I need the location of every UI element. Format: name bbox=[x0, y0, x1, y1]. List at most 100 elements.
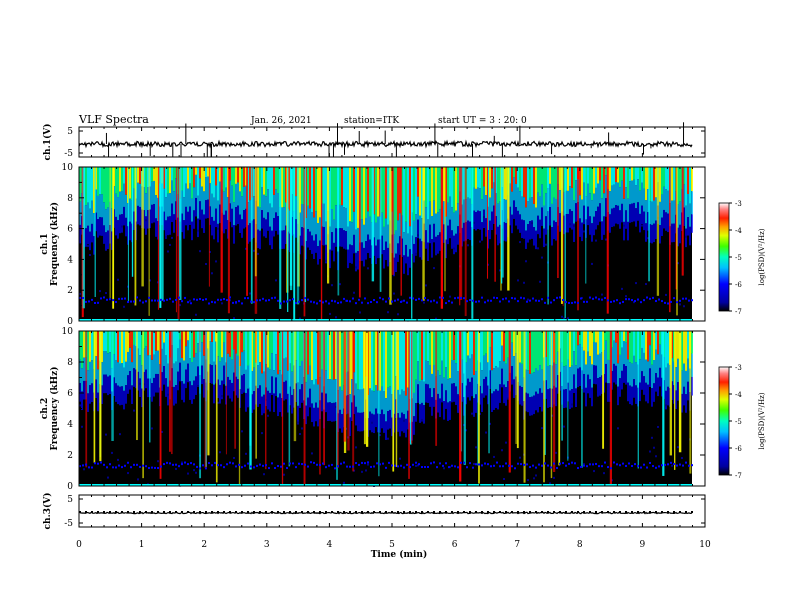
psd-cell bbox=[589, 216, 591, 235]
baseline-marker bbox=[547, 511, 549, 513]
noise-band-cell bbox=[202, 464, 204, 467]
y-tick-label: -5 bbox=[64, 149, 73, 159]
psd-cell bbox=[201, 167, 203, 187]
noise-band-cell bbox=[280, 465, 282, 468]
psd-cell bbox=[235, 376, 237, 396]
psd-cell bbox=[405, 167, 407, 222]
psd-cell bbox=[123, 167, 125, 184]
psd-cell bbox=[351, 331, 353, 380]
sferic-streak bbox=[564, 167, 566, 319]
x-tick-label: 0 bbox=[76, 540, 82, 550]
psd-cell bbox=[97, 219, 99, 238]
psd-cell bbox=[295, 219, 297, 238]
noise-band-cell bbox=[250, 465, 252, 468]
psd-cell bbox=[539, 196, 541, 220]
psd-cell bbox=[185, 369, 187, 389]
psd-cell bbox=[183, 197, 185, 221]
psd-cell bbox=[329, 249, 331, 269]
psd-cell bbox=[517, 187, 519, 211]
psd-cell bbox=[591, 387, 593, 407]
psd-cell bbox=[195, 313, 197, 316]
psd-cell bbox=[509, 206, 511, 226]
baseline-marker bbox=[679, 511, 681, 513]
psd-cell bbox=[619, 187, 621, 211]
psd-cell bbox=[299, 317, 301, 320]
psd-cell bbox=[125, 217, 127, 237]
psd-cell bbox=[449, 295, 451, 298]
noise-band-cell bbox=[571, 301, 573, 304]
noise-band-cell bbox=[478, 463, 480, 466]
psd-cell bbox=[281, 167, 283, 208]
psd-cell bbox=[583, 182, 585, 206]
psd-cell bbox=[505, 222, 507, 242]
noise-band-cell bbox=[121, 466, 123, 469]
noise-band-cell bbox=[445, 462, 447, 465]
psd-cell bbox=[683, 363, 685, 387]
sferic-streak bbox=[440, 167, 444, 309]
psd-cell bbox=[473, 462, 475, 465]
psd-cell bbox=[361, 219, 363, 243]
psd-cell bbox=[557, 375, 559, 394]
psd-cell bbox=[431, 167, 433, 217]
psd-cell bbox=[579, 367, 581, 387]
noise-band-cell bbox=[460, 296, 462, 299]
psd-cell bbox=[195, 174, 197, 198]
psd-cell bbox=[89, 361, 91, 386]
psd-cell bbox=[271, 353, 273, 377]
baseline-marker bbox=[133, 511, 135, 513]
psd-cell bbox=[299, 433, 301, 436]
psd-cell bbox=[615, 205, 617, 224]
psd-cell bbox=[243, 167, 245, 187]
psd-cell bbox=[613, 184, 615, 208]
sferic-streak bbox=[287, 167, 289, 312]
psd-cell bbox=[197, 385, 199, 388]
noise-band-cell bbox=[436, 301, 438, 304]
psd-cell bbox=[639, 167, 641, 191]
psd-cell bbox=[287, 393, 289, 413]
noise-band-cell bbox=[526, 463, 528, 466]
psd-cell bbox=[549, 482, 551, 485]
psd-cell bbox=[521, 196, 523, 220]
psd-cell bbox=[129, 347, 131, 372]
psd-cell bbox=[413, 167, 415, 221]
psd-cell bbox=[187, 340, 189, 364]
noise-band-cell bbox=[550, 301, 552, 304]
noise-band-cell bbox=[553, 299, 555, 302]
noise-band-cell bbox=[574, 462, 576, 465]
psd-cell bbox=[223, 191, 225, 215]
psd-cell bbox=[275, 189, 277, 213]
psd-cell bbox=[107, 331, 109, 354]
psd-cell bbox=[633, 202, 635, 222]
psd-cell bbox=[683, 386, 685, 406]
noise-band-cell bbox=[340, 462, 342, 465]
noise-band-cell bbox=[199, 298, 201, 301]
psd-cell bbox=[373, 391, 375, 415]
date-label: Jan. 26, 2021 bbox=[250, 116, 312, 126]
y-tick-label: 4 bbox=[67, 255, 73, 265]
psd-cell bbox=[633, 301, 635, 304]
noise-band-cell bbox=[187, 301, 189, 304]
psd-cell bbox=[433, 331, 435, 365]
psd-cell bbox=[593, 167, 595, 194]
psd-cell bbox=[601, 198, 603, 222]
psd-cell bbox=[403, 390, 405, 415]
sferic-streak bbox=[408, 331, 410, 479]
psd-cell bbox=[257, 206, 259, 230]
noise-band-cell bbox=[511, 297, 513, 300]
psd-cell bbox=[649, 224, 651, 243]
psd-cell bbox=[491, 167, 493, 189]
psd-cell bbox=[457, 331, 459, 372]
baseline-marker bbox=[313, 511, 315, 513]
psd-cell bbox=[351, 167, 353, 223]
baseline-marker bbox=[97, 511, 99, 513]
noise-band-cell bbox=[544, 462, 546, 465]
psd-cell bbox=[429, 388, 431, 407]
psd-cell bbox=[279, 331, 281, 371]
psd-cell bbox=[665, 331, 667, 368]
psd-cell bbox=[519, 385, 521, 405]
psd-cell bbox=[123, 390, 125, 410]
psd-cell bbox=[605, 175, 607, 199]
psd-cell bbox=[633, 355, 635, 380]
psd-cell bbox=[143, 383, 145, 386]
psd-cell bbox=[541, 392, 543, 412]
